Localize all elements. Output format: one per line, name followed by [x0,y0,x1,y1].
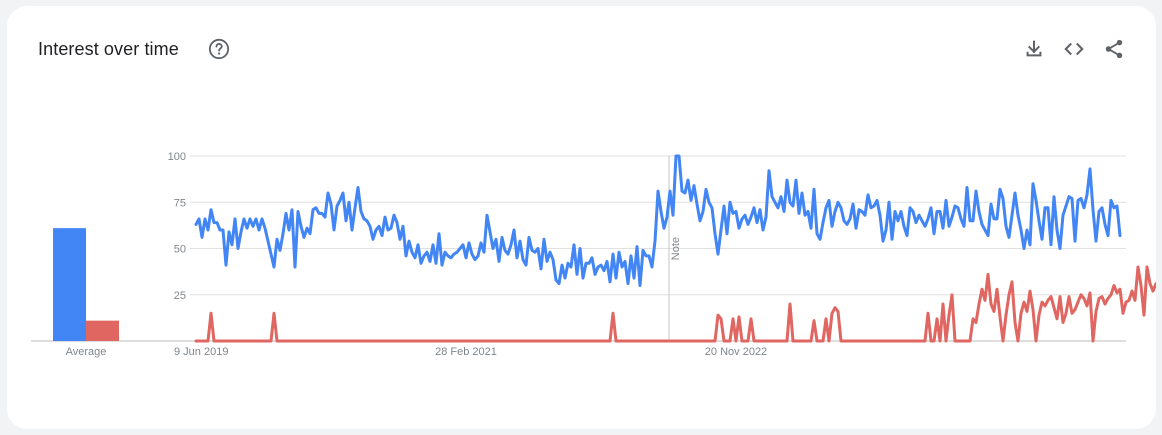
series-1-line [194,154,1122,287]
average-bar-series-1 [53,228,86,341]
series-2-line [194,265,1156,343]
x-tick-label: 20 Nov 2022 [705,346,767,358]
y-tick-label: 100 [168,151,186,163]
y-tick-label: 25 [174,290,186,302]
share-icon[interactable] [1103,38,1125,60]
interest-over-time-card: Interest over time 100 75 50 25 9 Jun 2019 28… [7,6,1156,429]
card-title: Interest over time [38,39,179,59]
interest-over-time-chart: 100 75 50 25 9 Jun 2019 28 Feb 2021 20 Nov 202… [31,151,1156,358]
y-tick-label: 50 [174,244,186,256]
download-icon[interactable] [1023,38,1045,60]
embed-code-icon[interactable] [1063,38,1085,60]
note-annotation: Note [670,237,682,260]
x-tick-label: 28 Feb 2021 [435,346,497,358]
average-label: Average [66,346,107,358]
help-circle-icon[interactable] [208,38,230,60]
average-bar-series-2 [86,320,119,341]
y-tick-label: 75 [174,197,186,209]
x-tick-label: 9 Jun 2019 [174,346,228,358]
